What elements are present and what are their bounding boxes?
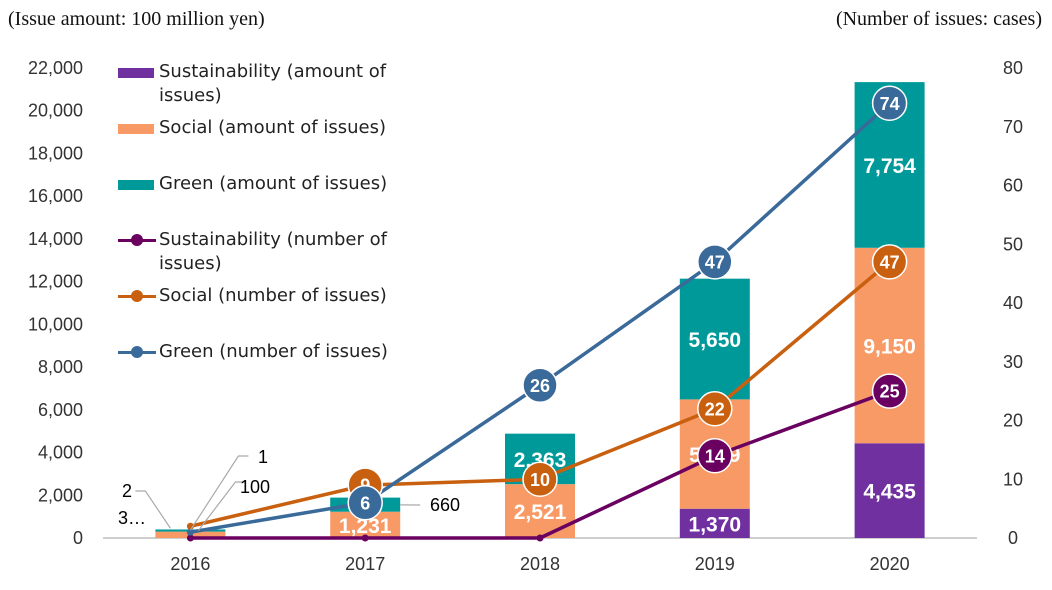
line-point-marker	[186, 534, 194, 542]
line-point-label: 6	[360, 493, 370, 513]
line-point-label: 10	[530, 470, 550, 490]
line-point-bubble	[871, 373, 908, 409]
left-axis-unit-label: (Issue amount: 100 million yen)	[8, 8, 265, 30]
legend-marker	[131, 290, 143, 302]
y-left-tick-label: 6,000	[38, 400, 83, 420]
legend-marker	[131, 346, 143, 358]
legend-label: Social (amount of issues)	[159, 117, 386, 138]
bar-segment	[679, 278, 750, 400]
line-point-marker	[186, 528, 194, 536]
x-tick-label: 2020	[870, 554, 910, 574]
legend-entry: Green (amount of issues)	[118, 172, 448, 226]
bar-value-label: 9,150	[863, 336, 916, 359]
line-point-bubble	[522, 367, 558, 403]
y-right-tick-label: 80	[1003, 58, 1023, 78]
y-left-tick-label: 12,000	[28, 272, 83, 292]
legend-entry: Social (amount of issues)	[118, 116, 448, 170]
x-tick-label: 2018	[520, 554, 560, 574]
line-point-label: 22	[705, 399, 725, 419]
line-point-bubble	[697, 244, 733, 280]
callout-2017-green-amount: 660	[430, 495, 460, 515]
y-left-tick-label: 20,000	[28, 101, 83, 121]
legend-entry: Sustainability (number of issues)	[118, 228, 448, 282]
line-point-bubble	[697, 391, 733, 427]
line-point-label: 14	[705, 446, 725, 466]
line-point-bubble	[871, 85, 908, 121]
y-right-tick-label: 20	[1003, 411, 1023, 431]
bar-value-label: 4,435	[863, 481, 916, 504]
bar-value-label: 2,363	[514, 449, 567, 472]
legend-label: Sustainability (number of issues)	[159, 229, 387, 274]
y-left-tick-label: 8,000	[38, 357, 83, 377]
y-left-tick-label: 0	[73, 528, 83, 548]
legend-label: Green (amount of issues)	[159, 173, 388, 194]
x-tick-label: 2017	[345, 554, 385, 574]
callout-2016-social-amount: 3…	[118, 508, 146, 528]
y-right-tick-label: 50	[1003, 234, 1023, 254]
legend-entry: Green (number of issues)	[118, 340, 448, 394]
right-axis-unit-label: (Number of issues: cases)	[835, 8, 1042, 30]
y-right-tick-label: 60	[1003, 176, 1023, 196]
x-tick-label: 2016	[170, 554, 210, 574]
x-tick-label: 2019	[695, 554, 735, 574]
line-point-bubble	[522, 461, 558, 497]
bar-segment	[679, 508, 750, 538]
bar-segment	[854, 443, 925, 538]
legend-entry: Sustainability (amount of issues)	[118, 60, 448, 114]
legend-label: Sustainability (amount of issues)	[159, 61, 387, 106]
callout-2016-green-amount: 100	[240, 477, 270, 497]
y-right-tick-label: 10	[1003, 469, 1023, 489]
legend-label: Green (number of issues)	[159, 341, 388, 362]
y-left-tick-label: 22,000	[28, 58, 83, 78]
legend-marker	[131, 234, 143, 246]
legend-label: Social (number of issues)	[159, 285, 387, 306]
bar-value-label: 1,370	[689, 513, 742, 536]
y-left-tick-label: 2,000	[38, 485, 83, 505]
line-point-label: 25	[880, 382, 900, 402]
line-point-bubble	[871, 244, 908, 280]
line-point-label: 26	[530, 376, 550, 396]
callout-2016-green-count: 1	[258, 447, 268, 467]
callout-2016-social-count: 2	[122, 481, 132, 501]
legend-swatch	[118, 68, 154, 78]
line-point-label: 74	[880, 94, 900, 114]
callout-leader	[197, 481, 246, 531]
callout-leader	[189, 455, 249, 531]
line-point-label: 47	[705, 252, 725, 272]
callout-leader	[135, 490, 171, 529]
bar-value-label: 7,754	[863, 155, 916, 178]
y-right-tick-label: 40	[1003, 293, 1023, 313]
line-point-marker	[361, 534, 369, 542]
y-left-tick-label: 4,000	[38, 443, 83, 463]
line-point-marker	[536, 534, 544, 542]
y-right-tick-label: 70	[1003, 117, 1023, 137]
bar-value-label: 2,521	[514, 501, 567, 524]
y-left-tick-label: 16,000	[28, 186, 83, 206]
line-point-label: 47	[880, 252, 900, 272]
y-right-tick-label: 0	[1008, 528, 1018, 548]
legend-swatch	[118, 180, 154, 190]
y-left-tick-label: 14,000	[28, 229, 83, 249]
line-point-bubble	[697, 438, 733, 474]
bar-value-label: 5,650	[689, 329, 742, 352]
y-left-tick-label: 10,000	[28, 314, 83, 334]
legend-swatch	[118, 124, 154, 134]
line-point-bubble	[347, 485, 383, 521]
y-right-tick-label: 30	[1003, 352, 1023, 372]
y-left-tick-label: 18,000	[28, 143, 83, 163]
bar-value-label: 1,231	[339, 515, 392, 538]
legend-entry: Social (number of issues)	[118, 284, 448, 338]
